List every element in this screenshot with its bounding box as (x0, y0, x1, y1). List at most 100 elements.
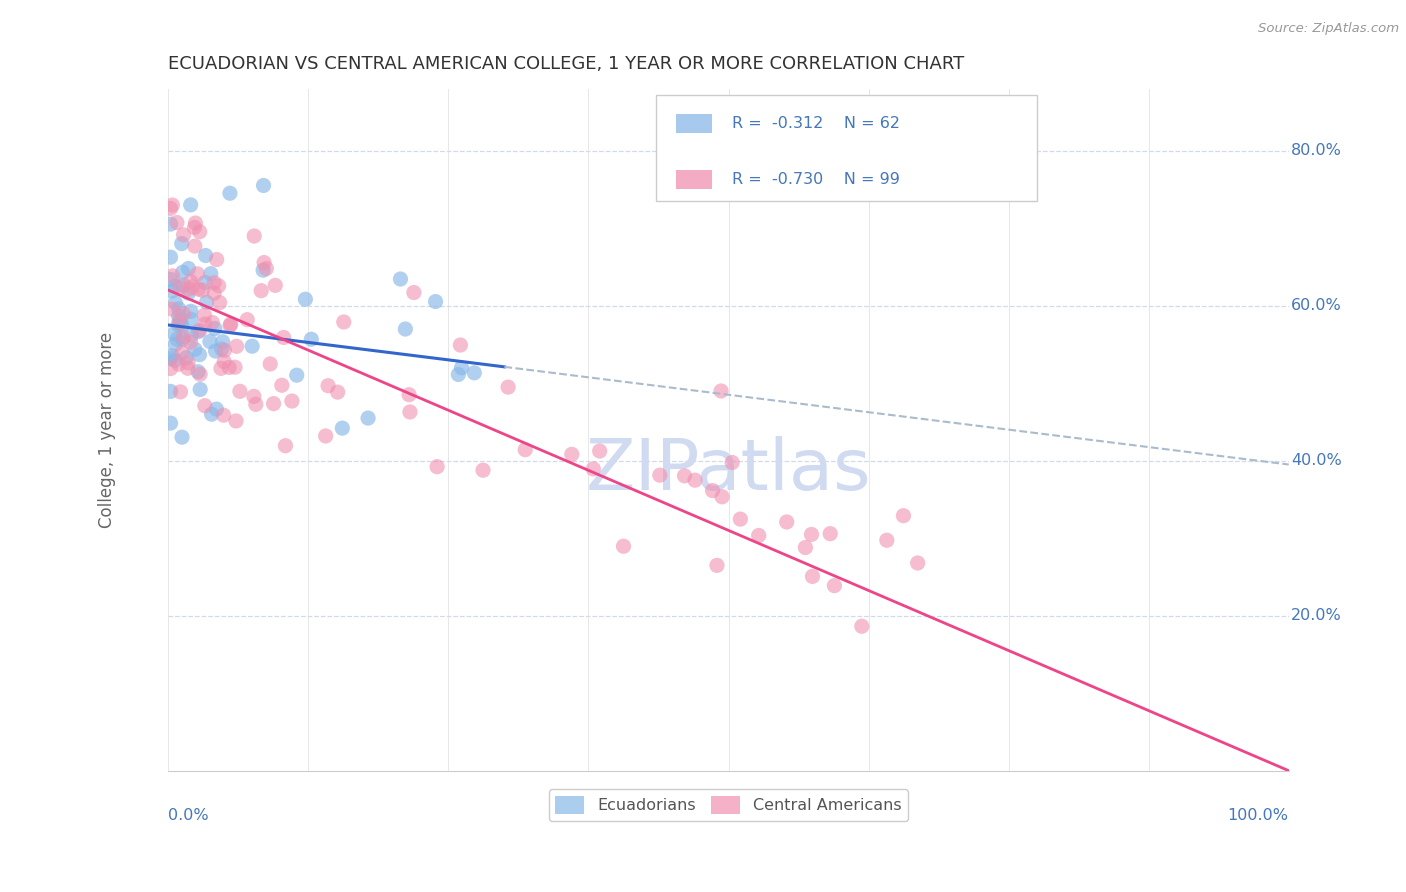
Point (208, 295, 231, 310)
Point (589, 444, 612, 458)
Point (330, 421, 353, 435)
Point (389, 272, 412, 286)
Point (402, 285, 425, 300)
Text: 40.0%: 40.0% (1291, 453, 1341, 468)
Point (561, 447, 583, 461)
Point (186, 267, 208, 281)
Point (159, 272, 181, 286)
Point (160, 349, 183, 363)
Point (426, 459, 449, 474)
Point (254, 261, 277, 276)
Point (447, 368, 470, 382)
Point (273, 330, 295, 344)
Point (496, 380, 519, 394)
Point (160, 302, 183, 317)
Point (399, 405, 422, 419)
Point (851, 619, 873, 633)
Point (169, 314, 191, 328)
Point (270, 378, 292, 392)
Text: 80.0%: 80.0% (1291, 143, 1341, 158)
Point (166, 215, 188, 229)
Point (225, 339, 247, 353)
Point (169, 280, 191, 294)
Point (907, 556, 929, 570)
Point (159, 217, 181, 231)
Point (177, 356, 200, 370)
Point (188, 348, 211, 362)
Point (165, 295, 187, 310)
Point (425, 294, 447, 309)
Point (172, 278, 194, 293)
Point (673, 468, 696, 483)
Point (177, 286, 200, 301)
Point (165, 337, 187, 351)
Point (214, 343, 236, 358)
Point (180, 328, 202, 343)
Point (187, 282, 209, 296)
Point (166, 332, 188, 346)
Text: R =  -0.730    N = 99: R = -0.730 N = 99 (733, 172, 900, 186)
Point (252, 178, 274, 193)
Point (218, 360, 240, 375)
Bar (676, 169, 711, 189)
Point (172, 333, 194, 347)
Point (180, 304, 202, 318)
Point (243, 389, 266, 403)
Point (177, 282, 200, 296)
Point (224, 360, 246, 375)
Point (710, 384, 733, 398)
Point (259, 357, 281, 371)
Point (285, 368, 308, 383)
Point (264, 278, 287, 293)
Point (702, 483, 724, 498)
Point (167, 301, 190, 316)
Point (515, 442, 537, 457)
Point (167, 318, 190, 333)
Text: R =  -0.312    N = 62: R = -0.312 N = 62 (733, 116, 900, 131)
Point (225, 414, 247, 428)
Text: College, 1 year or more: College, 1 year or more (97, 332, 115, 528)
Point (170, 430, 193, 444)
Point (201, 316, 224, 330)
Point (162, 198, 184, 212)
Point (202, 286, 225, 301)
Text: ECUADORIAN VS CENTRAL AMERICAN COLLEGE, 1 YEAR OR MORE CORRELATION CHART: ECUADORIAN VS CENTRAL AMERICAN COLLEGE, … (169, 55, 965, 73)
Point (159, 202, 181, 216)
Point (167, 309, 190, 323)
Point (776, 515, 799, 529)
Point (211, 342, 233, 356)
Point (204, 321, 226, 335)
Point (159, 384, 181, 399)
Point (174, 351, 197, 365)
Point (315, 429, 337, 443)
Point (240, 339, 263, 353)
Point (730, 512, 752, 526)
Point (180, 335, 202, 350)
Point (208, 278, 231, 293)
Point (211, 334, 233, 349)
Point (159, 361, 181, 376)
Point (252, 263, 274, 277)
Point (212, 408, 235, 422)
Point (648, 468, 671, 483)
Point (198, 334, 221, 349)
Point (463, 366, 485, 380)
Point (163, 353, 186, 368)
Point (219, 186, 242, 201)
Point (163, 326, 186, 341)
Point (612, 539, 634, 553)
Point (209, 361, 232, 376)
Point (187, 365, 209, 379)
Point (818, 526, 841, 541)
Point (472, 463, 495, 477)
FancyBboxPatch shape (655, 95, 1036, 201)
Point (299, 332, 322, 346)
Point (212, 354, 235, 368)
Point (794, 541, 817, 555)
Point (194, 276, 217, 290)
Bar (676, 114, 711, 133)
Text: Source: ZipAtlas.com: Source: ZipAtlas.com (1258, 22, 1399, 36)
Point (193, 308, 215, 322)
Point (167, 357, 190, 371)
Point (172, 330, 194, 344)
